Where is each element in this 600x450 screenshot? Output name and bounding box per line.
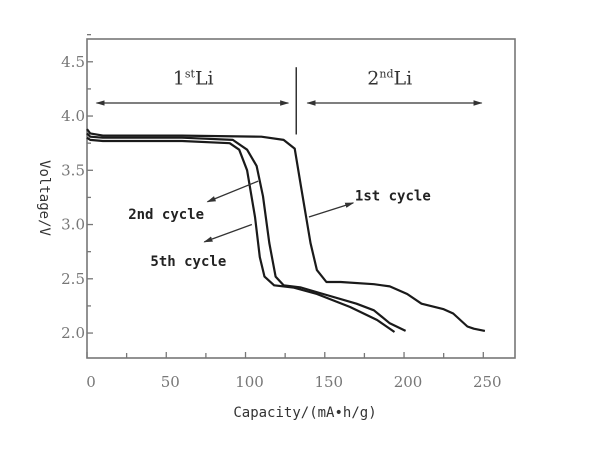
cycle-label: 2nd cycle (128, 207, 204, 223)
y-tick-label: 4.0 (61, 107, 85, 125)
x-tick-label: 0 (86, 373, 96, 391)
cycle-label: 1st cycle (355, 189, 431, 205)
region-label-2: 2ndLi (367, 68, 412, 90)
x-tick-label: 100 (235, 373, 264, 391)
x-tick-label: 250 (473, 373, 502, 391)
region-label-suffix: st (185, 68, 196, 81)
region-label-number: 2 (367, 68, 379, 90)
y-tick-label: 4.5 (61, 53, 85, 71)
region-label-suffix: nd (379, 68, 393, 81)
cycle-pointer-arrow (206, 180, 259, 203)
series-line-2nd-cycle (86, 132, 407, 332)
y-tick-label: 3.0 (61, 216, 85, 234)
series-line-5th-cycle (86, 136, 396, 333)
region-label-element: Li (394, 68, 413, 90)
cycle-pointer-arrow (308, 202, 355, 218)
plot-frame (86, 38, 516, 359)
y-axis-label: Voltage/V (36, 160, 52, 236)
y-tick-label: 2.5 (61, 270, 85, 288)
x-tick-label: 200 (394, 373, 423, 391)
cycle-label: 5th cycle (150, 254, 226, 270)
region-label-1: 1stLi (173, 68, 214, 90)
y-tick-label: 2.0 (61, 324, 85, 342)
x-tick-label: 50 (161, 373, 180, 391)
series-line-1st-cycle (86, 128, 486, 332)
y-tick-label: 3.5 (61, 161, 85, 179)
x-tick-label: 150 (314, 373, 343, 391)
x-axis-label: Capacity/(mA•h/g) (233, 405, 376, 421)
region-label-element: Li (195, 68, 214, 90)
cycle-pointer-arrow (203, 223, 253, 243)
region-label-number: 1 (173, 68, 185, 90)
